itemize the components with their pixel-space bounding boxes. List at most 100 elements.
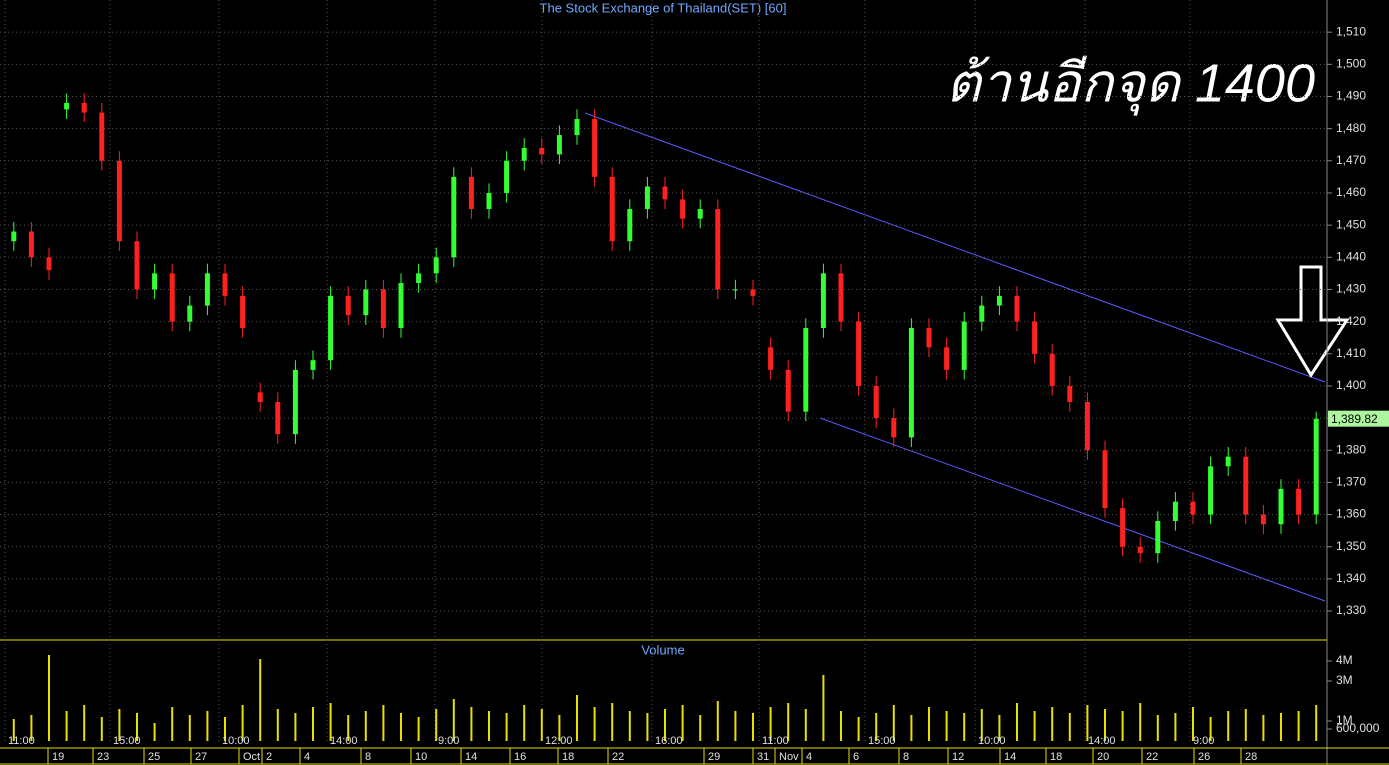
candle-body [1014, 295, 1020, 322]
volume-bar [1104, 709, 1106, 741]
volume-bar [1262, 715, 1265, 741]
x-date-label: Oct [243, 751, 260, 763]
x-date-label: 22 [1146, 751, 1158, 763]
volume-bar [241, 705, 244, 741]
candle-body [28, 231, 34, 258]
volume-bar [435, 709, 438, 741]
y-tick-label: 1,380 [1336, 442, 1366, 456]
candle-body [1313, 418, 1319, 515]
candle-body [504, 160, 510, 193]
volume-bar [523, 705, 526, 741]
volume-bar [910, 715, 913, 741]
candle-body [380, 289, 386, 329]
volume-bar [822, 675, 825, 741]
candle-body [1278, 488, 1284, 525]
candle-body [240, 295, 246, 329]
x-date-label: 25 [148, 751, 160, 763]
candle-body [1296, 488, 1302, 515]
y-tick-label: 1,440 [1336, 249, 1366, 263]
y-tick-label: 1,420 [1336, 314, 1366, 328]
x-date-label: 27 [195, 751, 207, 763]
y-tick-label: 1,370 [1336, 475, 1366, 489]
candle-body [433, 257, 439, 274]
candle-body [592, 118, 598, 177]
candle-body [152, 273, 158, 290]
volume-bar [540, 709, 543, 741]
y-tick-label: 3M [1336, 673, 1353, 687]
candle-body [944, 347, 950, 370]
x-time-label: 16:00 [655, 735, 683, 747]
volume-bar [30, 715, 33, 741]
y-tick-label: 1,410 [1336, 346, 1366, 360]
last-value-box [1328, 410, 1389, 427]
candle-body [1049, 353, 1055, 386]
volume-bar [1192, 707, 1194, 741]
candle-body [1260, 514, 1266, 525]
candle-body [345, 295, 351, 316]
x-date-label: 12 [952, 751, 964, 763]
candle-body [820, 273, 826, 329]
volume-bar [892, 705, 895, 741]
candle-body [680, 199, 686, 219]
volume-bar [1121, 711, 1124, 741]
x-date-label: 19 [52, 751, 64, 763]
y-tick-label: 1,340 [1336, 571, 1366, 585]
volume-bar [259, 659, 262, 741]
y-tick-label: 1,330 [1336, 603, 1366, 617]
y-tick-label: 1,480 [1336, 121, 1366, 135]
candle-body [1137, 546, 1143, 554]
candle-body [627, 209, 633, 242]
volume-bar [875, 713, 878, 741]
volume-bar [224, 717, 226, 741]
y-tick-label: 1M [1336, 713, 1353, 727]
candle-body [116, 160, 122, 242]
volume-bar [664, 709, 666, 741]
candle-body [697, 209, 703, 219]
x-time-label: 12:00 [545, 735, 573, 747]
x-time-label: 14:00 [1088, 735, 1116, 747]
candle-body [750, 289, 756, 296]
volume-bar [12, 719, 15, 741]
candle-body [328, 295, 334, 361]
x-time-label: 10:00 [222, 735, 250, 747]
candle-body [574, 118, 580, 136]
y-tick-label: 1,510 [1336, 24, 1366, 38]
volume-bar [400, 713, 402, 741]
candle-body [468, 176, 474, 210]
candle-body [891, 418, 897, 438]
y-tick-label: 1,490 [1336, 89, 1366, 103]
candle-body [486, 192, 492, 210]
x-time-label: 11:00 [8, 735, 35, 747]
candle-body [539, 147, 545, 155]
x-date-label: 28 [1245, 751, 1257, 763]
volume-bar [576, 695, 578, 741]
candle-body [768, 347, 774, 370]
candle-body [662, 186, 668, 200]
volume-bar [1244, 709, 1247, 741]
candle-body [926, 328, 932, 348]
volume-bar [1315, 705, 1318, 741]
candle-body [1155, 521, 1161, 554]
volume-bar [364, 711, 367, 741]
x-time-label: 11:00 [762, 735, 789, 747]
candle-body [187, 305, 193, 322]
candle-body [856, 321, 862, 386]
y-tick-label: 1,450 [1336, 217, 1366, 231]
volume-bar [963, 713, 966, 741]
x-date-label: 10 [415, 751, 427, 763]
volume-bar [699, 715, 702, 741]
volume-bar [1209, 717, 1212, 741]
candle-body [1084, 402, 1090, 451]
x-time-label: 15:00 [113, 735, 141, 747]
x-date-label: 18 [1050, 751, 1062, 763]
annotation: ต้านอีกจุด 1400 [946, 53, 1315, 116]
volume-bar [646, 713, 649, 741]
candle-body [785, 369, 791, 412]
candle-body [1172, 501, 1178, 522]
volume-bar [1068, 713, 1071, 741]
candle-body [838, 273, 844, 322]
candle-body [908, 328, 914, 438]
volume-bar [611, 703, 614, 741]
last-value-label: 1,389.82 [1331, 412, 1378, 426]
candle-body [1102, 450, 1108, 509]
